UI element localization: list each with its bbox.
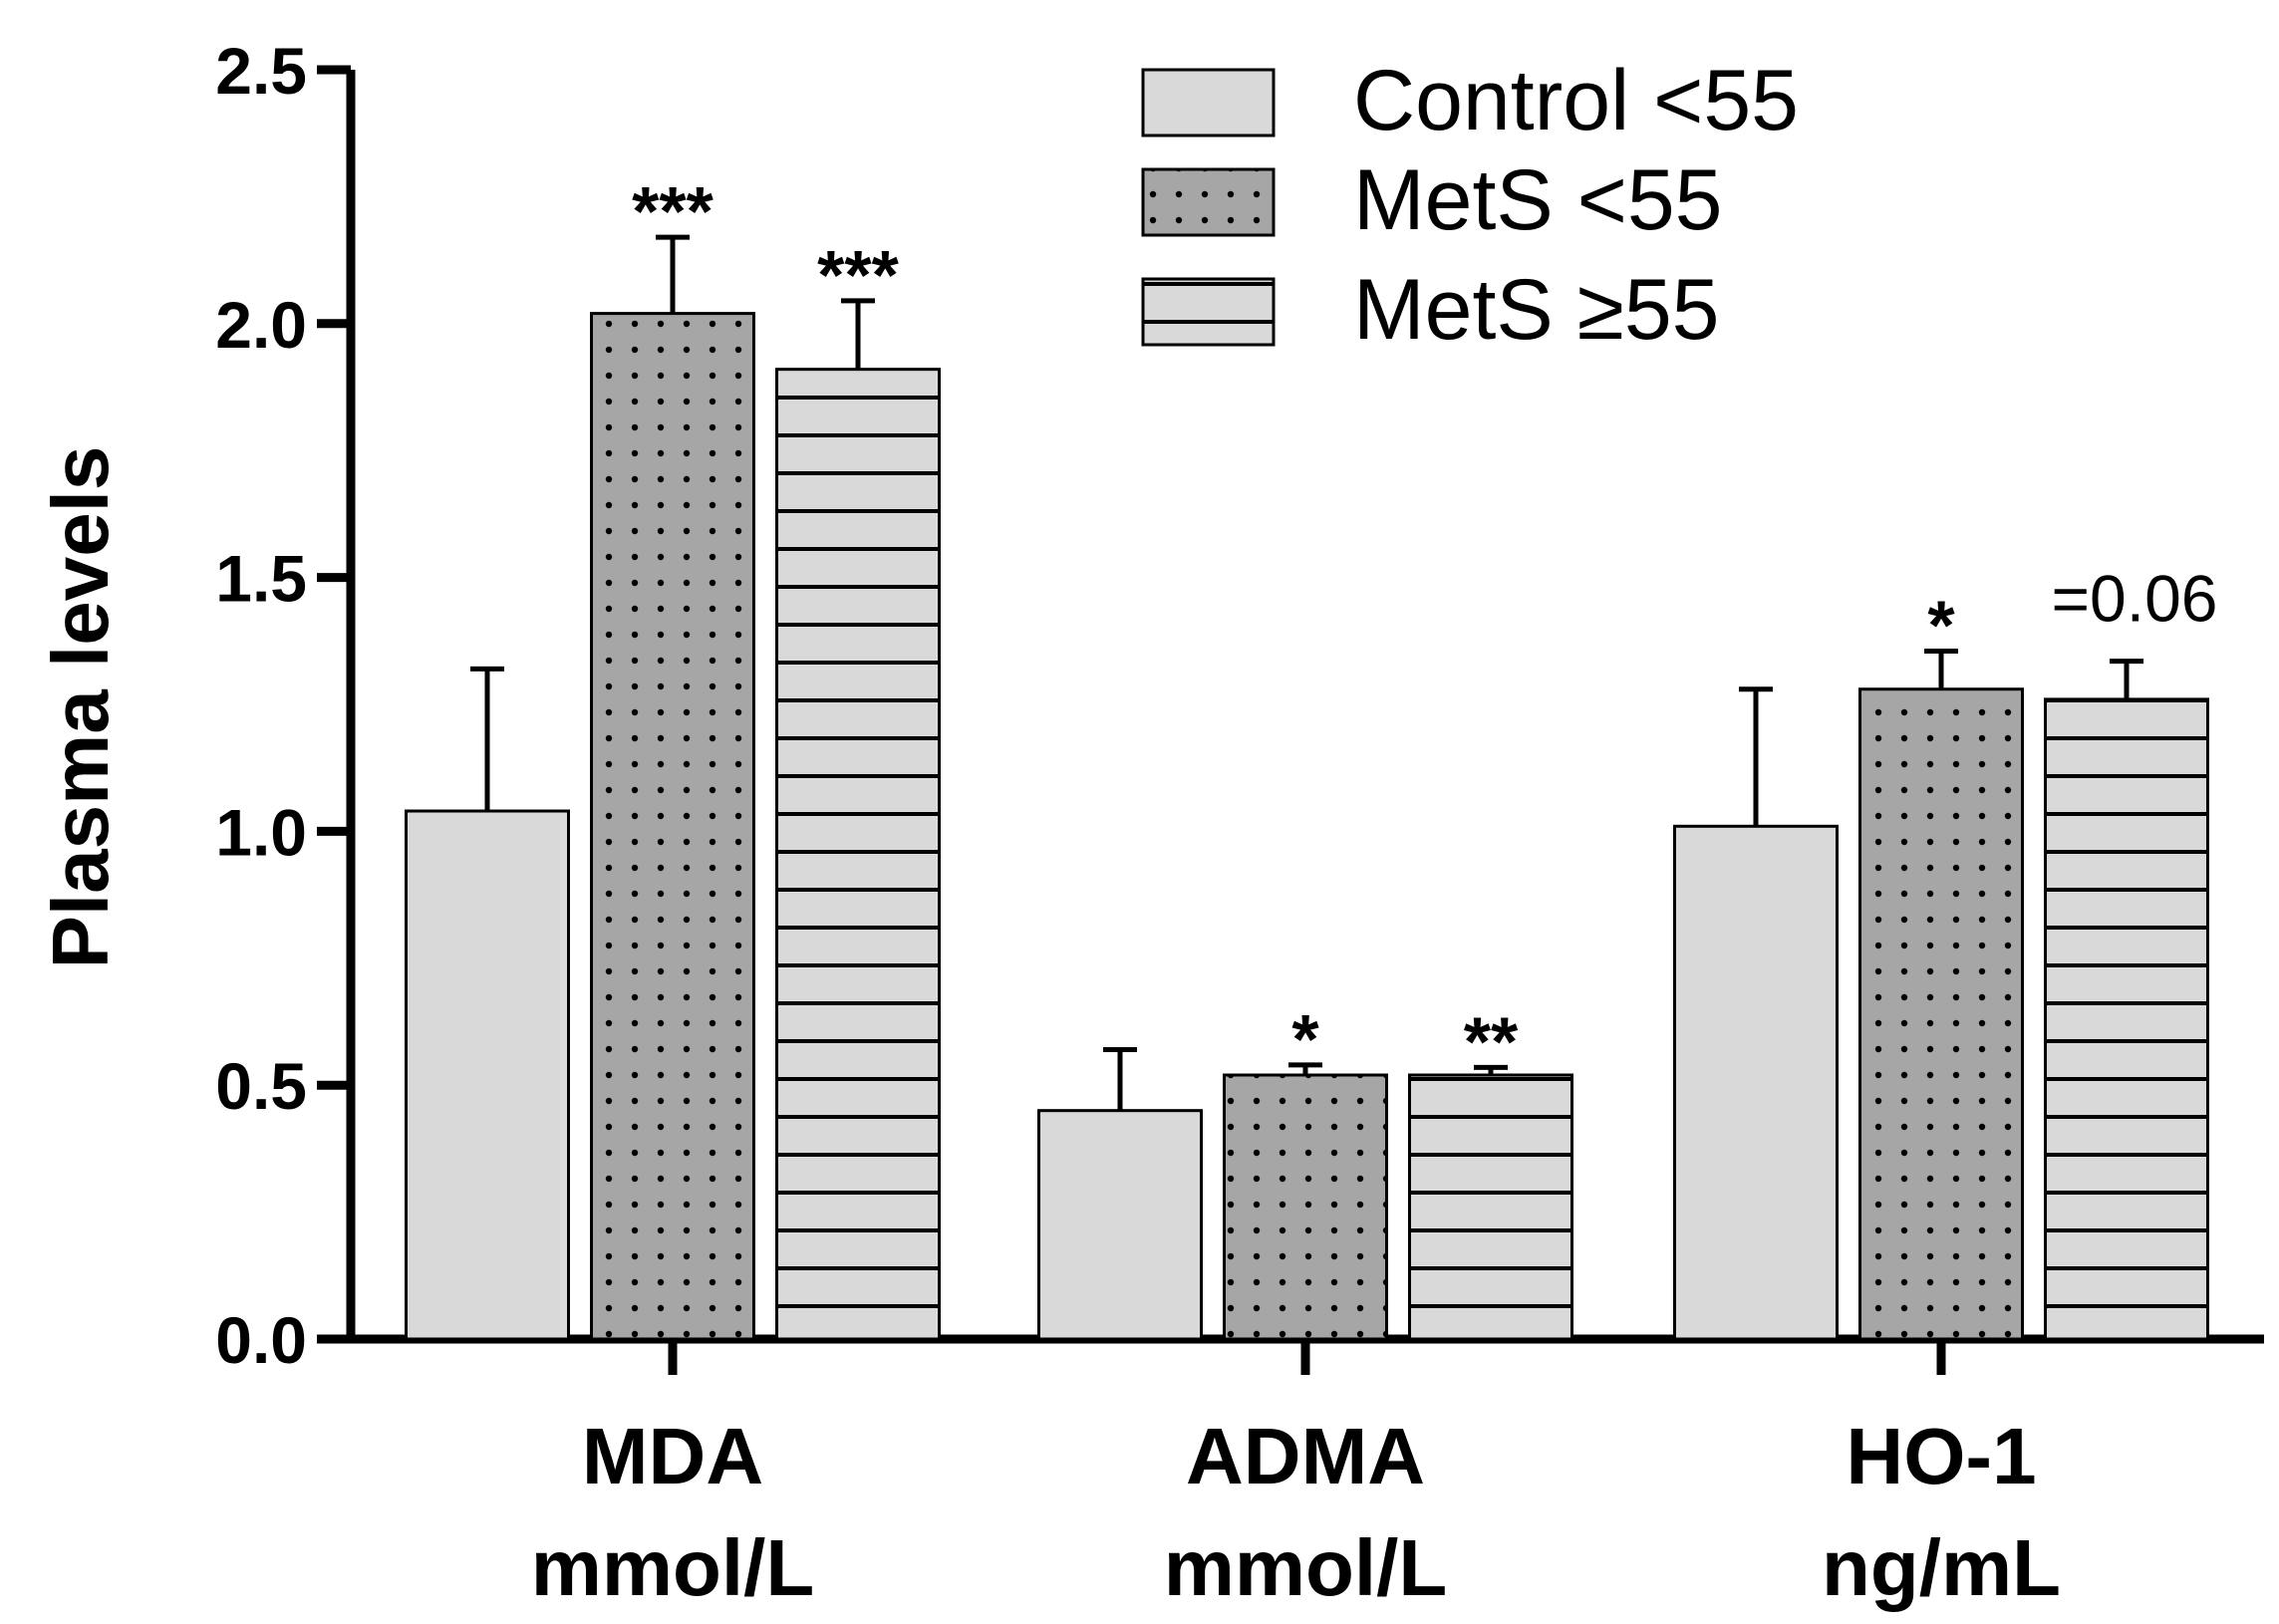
legend-swatch [1141,277,1276,347]
legend-label: MetS ≥55 [1353,262,1719,358]
y-tick-label: 0.5 [215,1049,307,1123]
y-tick-label: 2.0 [215,288,307,362]
bar [1037,1109,1203,1341]
bars: ******* *** =0.06 [405,172,2218,1341]
significance-label: * [1291,1000,1319,1078]
x-category-unit: ng/mL [1822,1523,2061,1612]
y-tick-label: 1.5 [215,542,307,616]
y-axis-label: Plasma levels [36,446,125,969]
significance-label: =0.06 [2052,562,2218,636]
legend-swatch [1141,68,1276,137]
bar [775,368,941,1341]
significance-label: *** [632,172,713,250]
x-category-unit: mmol/L [1164,1523,1447,1612]
y-tick-label: 0.0 [215,1303,307,1377]
legend-label: Control <55 [1353,53,1799,148]
y-tick-label: 1.0 [215,795,307,869]
bar [405,809,570,1341]
bar [1673,824,1839,1341]
x-category-label: ADMA [1186,1412,1425,1500]
bar [1223,1073,1388,1341]
x-category-label: MDA [582,1412,763,1500]
significance-label: * [1927,586,1955,664]
x-category-unit: mmol/L [531,1523,814,1612]
significance-label: ** [1464,1002,1519,1080]
x-category-label: HO-1 [1846,1412,2036,1500]
legend-label: MetS <55 [1353,152,1723,248]
bar [1408,1073,1573,1341]
bar [1858,687,2024,1341]
significance-label: *** [817,236,899,314]
y-tick-label: 2.5 [215,34,307,108]
bar [590,312,755,1341]
bar [2044,697,2209,1341]
axes: 0.0 0.5 1.0 1.5 2.0 2.5 MDA mmol/L ADMA mmol/L HO-… [215,34,2264,1612]
legend-swatch [1141,167,1276,237]
